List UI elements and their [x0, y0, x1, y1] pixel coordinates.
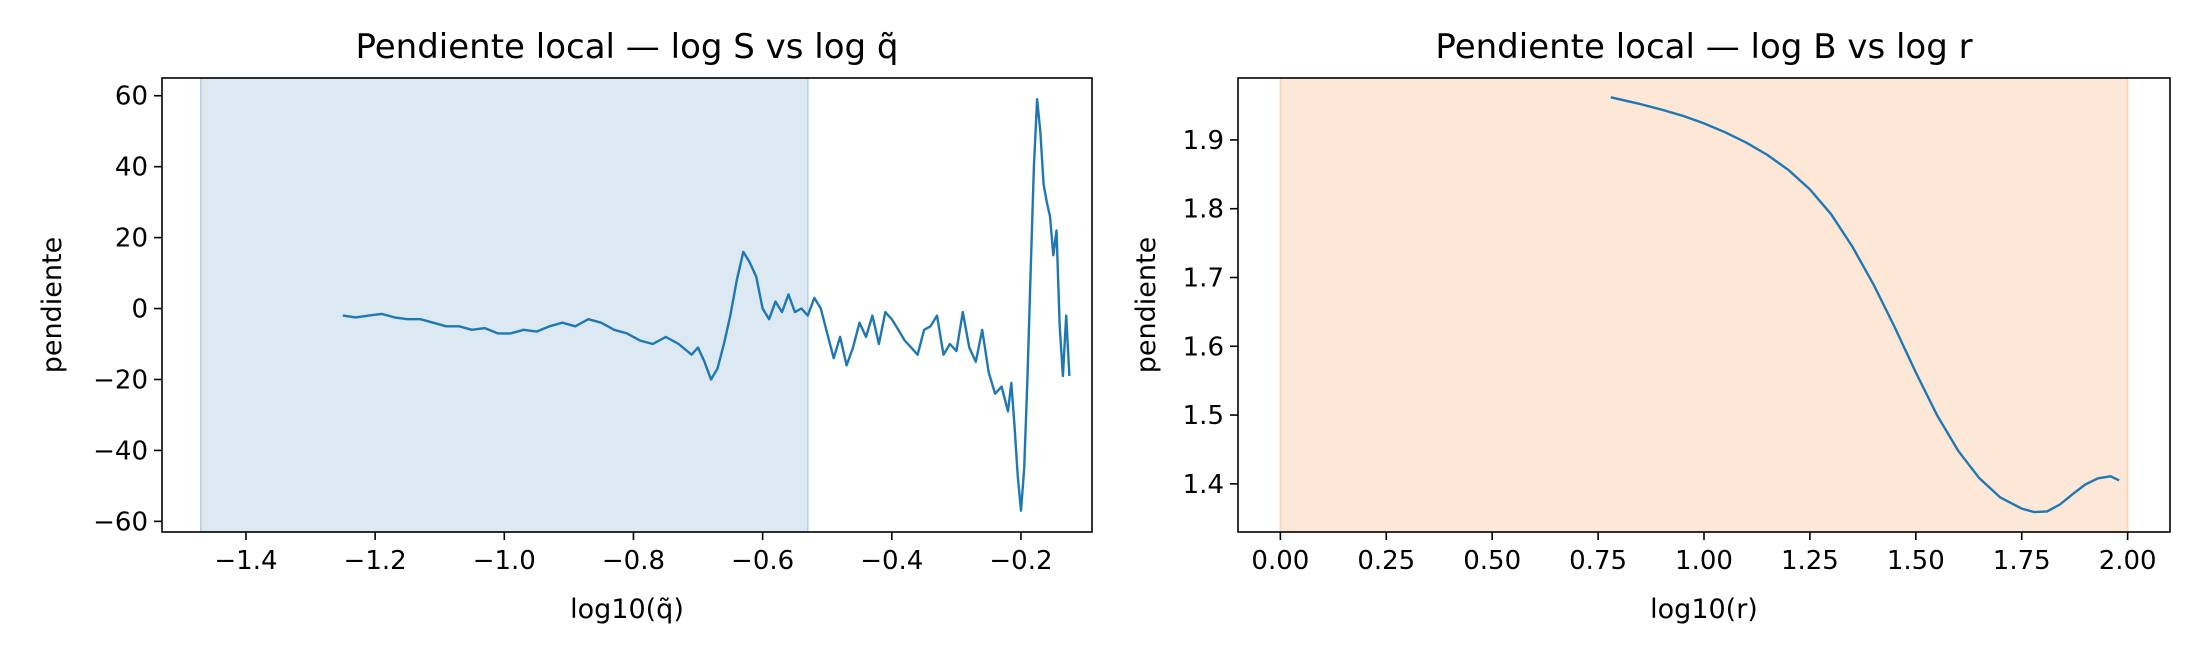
panel-slope-log-b: 0.00 0.25 0.50 0.75 1.00 1.25 1.50 1.75 2.00 1.4… [1131, 27, 2171, 625]
plot1-x-tick-label: −1.0 [473, 546, 536, 576]
plot1-y-tick-label: 20 [115, 224, 148, 254]
plot2-y-tick-label: 1.5 [1183, 401, 1224, 431]
plot1-x-ticks: −1.4 −1.2 −1.0 −0.8 −0.6 −0.4 −0.2 [214, 532, 1053, 576]
plot2-x-tick-label: 1.75 [1993, 546, 2051, 576]
plot1-x-tick-label: −0.6 [731, 546, 794, 576]
plot1-axes-frame [161, 77, 1093, 533]
plot2-y-axis-label: pendiente [1131, 237, 1162, 373]
plot2-x-tick-label: 1.25 [1781, 546, 1839, 576]
plot1-series-line [342, 98, 1071, 512]
plot2-x-tick-label: 1.00 [1675, 546, 1733, 576]
plot1-x-tick-label: −0.2 [989, 546, 1052, 576]
plot1-x-tick-label: −0.4 [860, 546, 923, 576]
plot1-y-ticks: −60 −40 −20 0 20 40 60 [93, 82, 162, 537]
plot1-y-axis-label: pendiente [37, 237, 68, 373]
plot1-x-axis-label: log10(q̃) [570, 594, 684, 625]
plot1-x-tick-label: −0.8 [602, 546, 665, 576]
plot1-y-tick-label: −60 [93, 507, 148, 537]
plot1-y-tick-label: 0 [131, 295, 148, 325]
plot2-title: Pendiente local — log B vs log r [1435, 27, 1972, 67]
plot2-y-tick-label: 1.8 [1183, 195, 1224, 225]
plot2-y-tick-label: 1.9 [1183, 126, 1224, 156]
plot2-y-tick-label: 1.4 [1183, 470, 1224, 500]
plot2-x-tick-label: 0.25 [1357, 546, 1415, 576]
plot2-x-tick-label: 0.00 [1251, 546, 1309, 576]
plot1-y-tick-label: −20 [93, 365, 148, 395]
plot1-y-tick-label: 40 [115, 153, 148, 183]
plot1-shaded-region [200, 77, 809, 533]
plot2-x-tick-label: 0.75 [1569, 546, 1627, 576]
panel-slope-log-s: −1.4 −1.2 −1.0 −0.8 −0.6 −0.4 −0.2 −60 −40 −20 0 2… [37, 27, 1093, 625]
plot2-x-tick-label: 2.00 [2099, 546, 2157, 576]
plot2-x-tick-label: 0.50 [1463, 546, 1521, 576]
plot2-x-axis-label: log10(r) [1650, 594, 1758, 625]
plot1-x-tick-label: −1.4 [214, 546, 277, 576]
plot2-x-ticks: 0.00 0.25 0.50 0.75 1.00 1.25 1.50 1.75 2.00 [1251, 532, 2157, 576]
plot2-y-tick-label: 1.6 [1183, 332, 1224, 362]
plot2-y-ticks: 1.4 1.5 1.6 1.7 1.8 1.9 [1183, 126, 1238, 500]
plot1-y-tick-label: −40 [93, 436, 148, 466]
plot1-x-tick-label: −1.2 [344, 546, 407, 576]
plot1-title: Pendiente local — log S vs log q̃ [355, 27, 898, 67]
plot1-y-tick-label: 60 [115, 82, 148, 112]
plot2-y-tick-label: 1.7 [1183, 263, 1224, 293]
plot2-shaded-region [1279, 77, 2129, 533]
plot2-x-tick-label: 1.50 [1887, 546, 1945, 576]
plot2-series-line [1610, 96, 2120, 514]
